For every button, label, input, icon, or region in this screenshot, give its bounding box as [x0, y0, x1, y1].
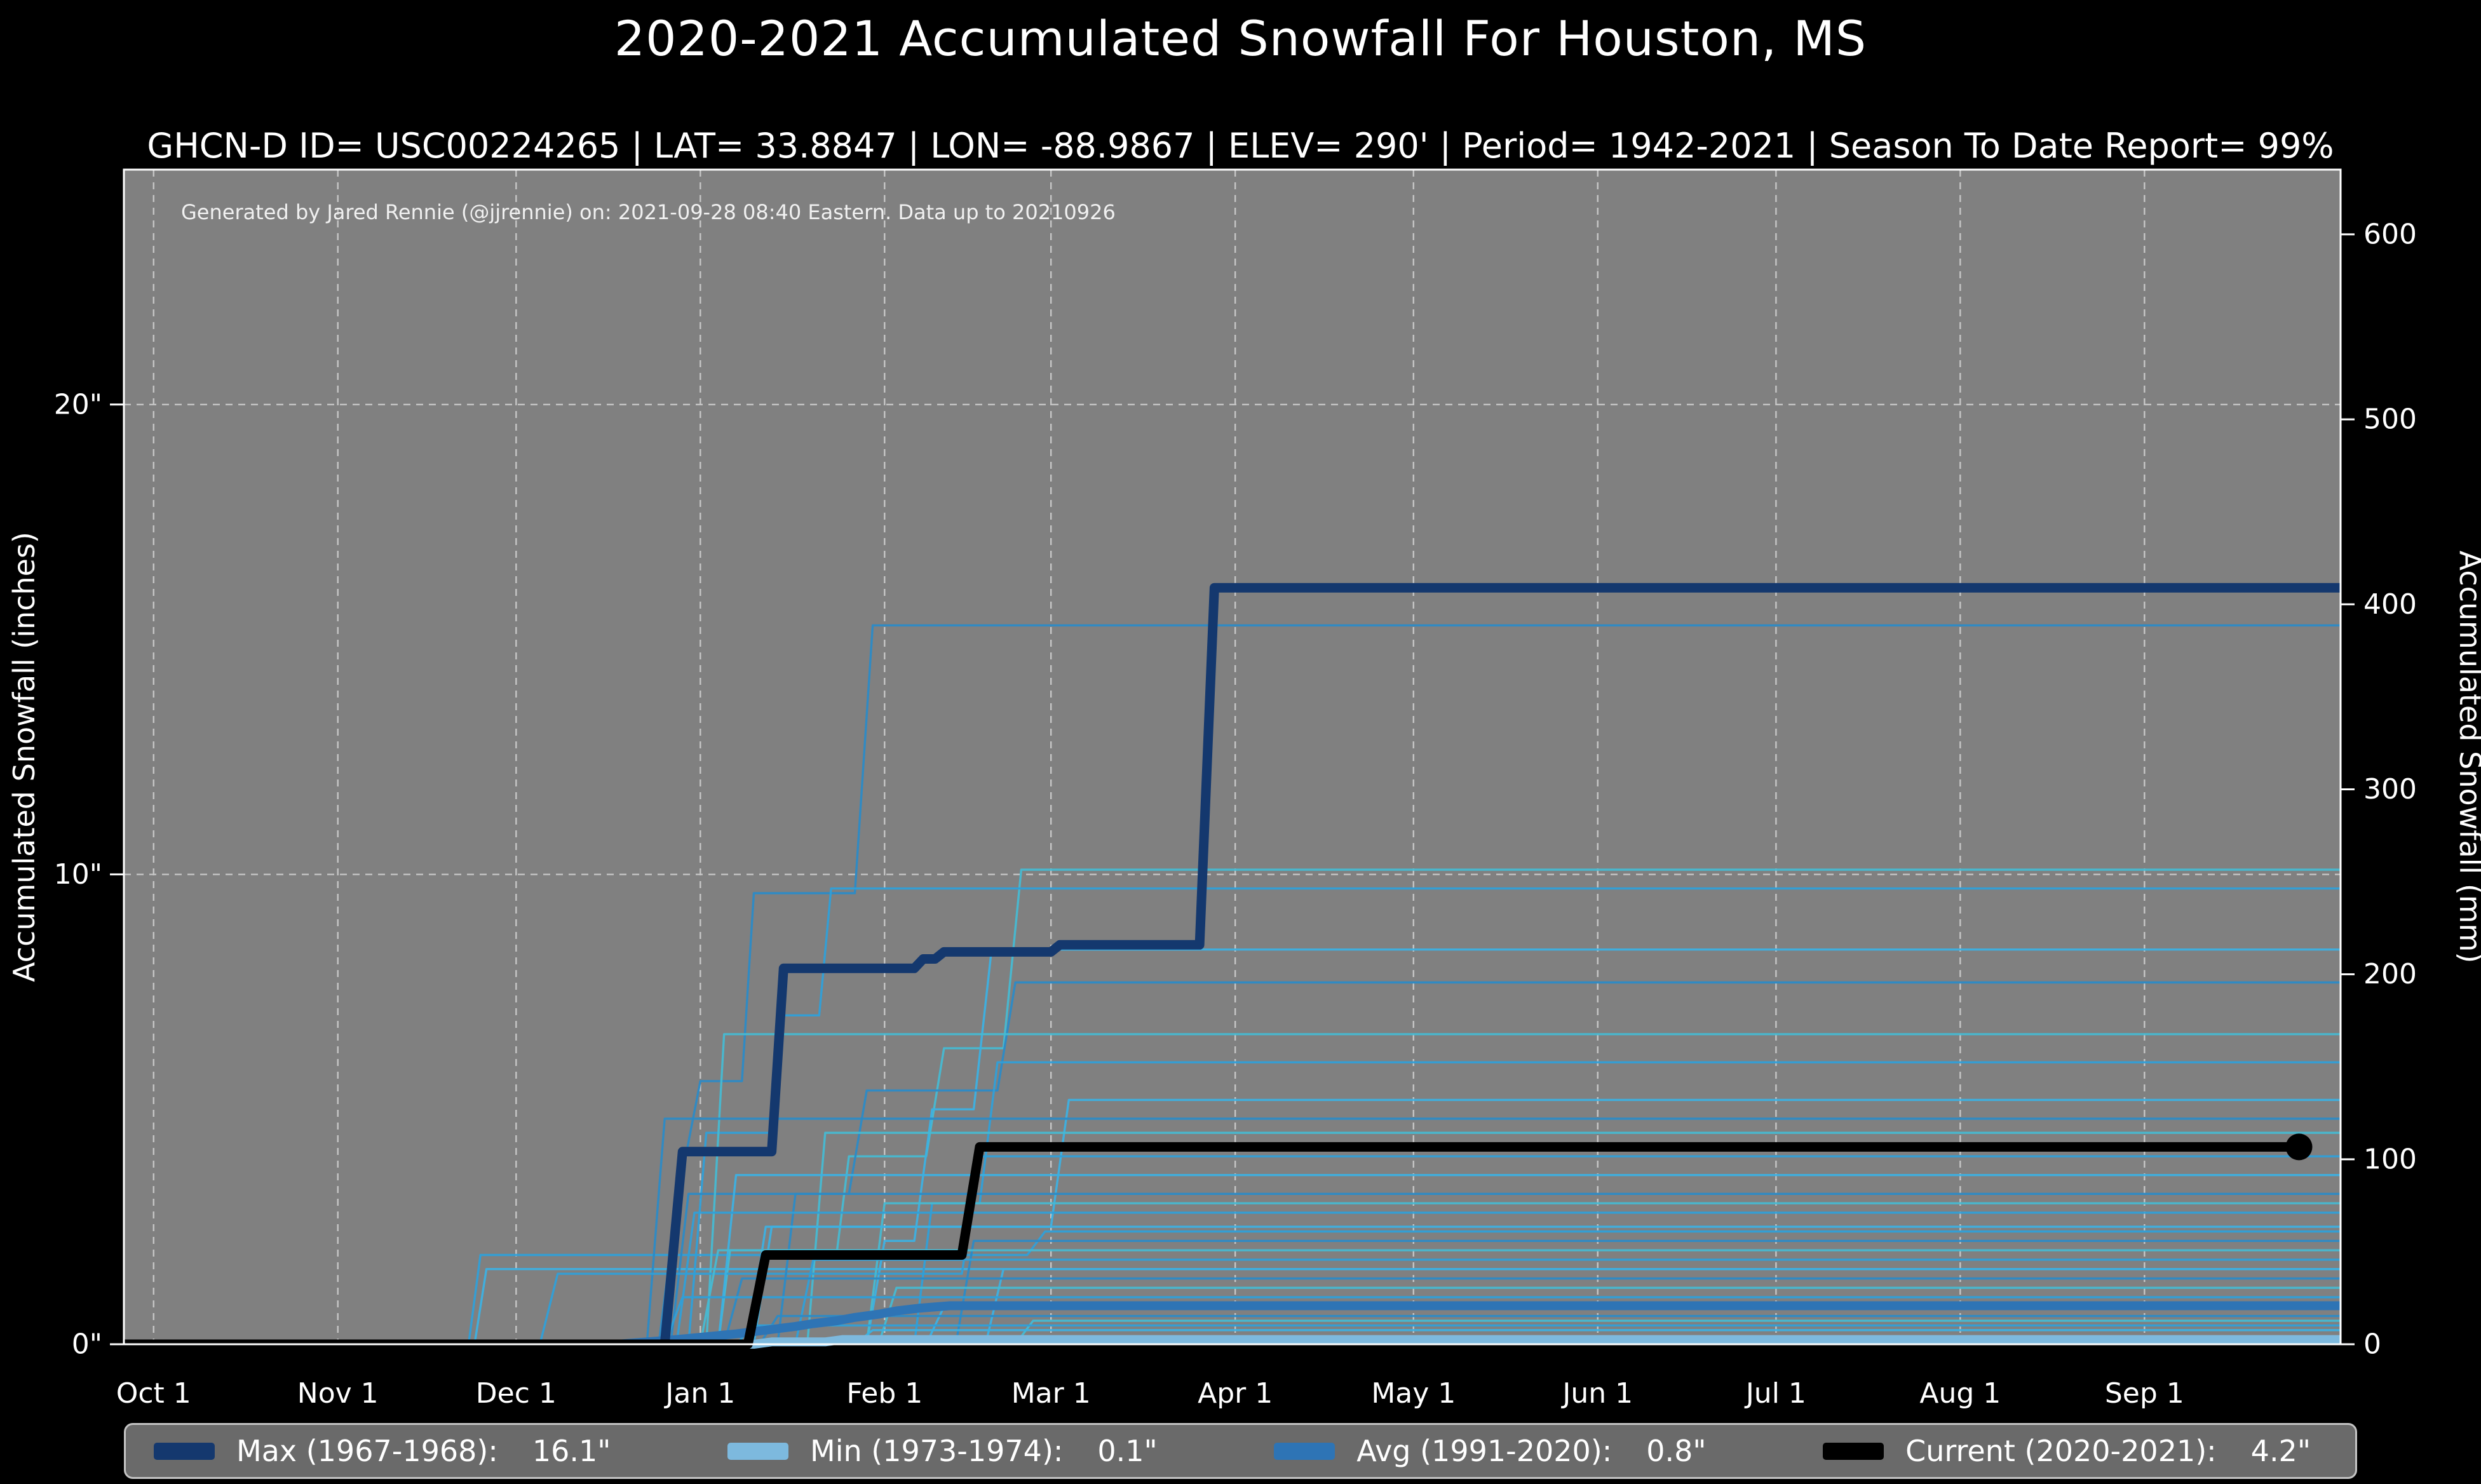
x-tick-label: Apr 1: [1198, 1377, 1273, 1410]
historical-season-line: [539, 1155, 2341, 1345]
historical-season-line: [984, 1268, 2341, 1345]
y-left-axis-title: Accumulated Snowfall (inches): [7, 532, 41, 982]
x-tick-label: Dec 1: [476, 1377, 557, 1410]
legend-value: 0.1": [1097, 1434, 1158, 1468]
chart-legend: Max (1967-1968): 16.1" Min (1973-1974): 0.1…: [124, 1423, 2357, 1479]
legend-entry-2: Avg (1991-2020): 0.8": [1274, 1434, 1707, 1468]
y-right-tick-label: 200: [2363, 958, 2417, 990]
legend-label: Avg (1991-2020):: [1356, 1434, 1612, 1468]
legend-swatch: [154, 1442, 215, 1460]
legend-label: Min (1973-1974):: [810, 1434, 1064, 1468]
historical-season-line: [723, 1277, 2341, 1345]
historical-season-line: [705, 1033, 2341, 1345]
x-tick-label: May 1: [1371, 1377, 1456, 1410]
x-tick-label: Jun 1: [1560, 1377, 1633, 1410]
x-tick-label: Aug 1: [1919, 1377, 2001, 1410]
legend-entry-3: Current (2020-2021): 4.2": [1823, 1434, 2311, 1468]
y-right-tick-label: 600: [2363, 218, 2417, 250]
historical-season-line: [467, 1230, 2341, 1345]
y-axis-right: 0 100 200 300 400 500 600 Accumulated Snowfall …: [2341, 218, 2481, 1361]
generated-by-annotation: Generated by Jared Rennie (@jjrennie) on…: [181, 200, 1116, 224]
series-max-line: [124, 583, 2341, 1349]
legend-value: 16.1": [532, 1434, 611, 1468]
legend-swatch: [1823, 1442, 1884, 1460]
historical-season-line: [699, 1249, 2341, 1345]
y-axis-left: 0" 10" 20" Accumulated Snowfall (inches): [7, 388, 124, 1361]
historical-season-line: [675, 1211, 2341, 1345]
x-tick-label: Mar 1: [1011, 1377, 1091, 1410]
y-right-axis-title: Accumulated Snowfall (mm): [2453, 551, 2481, 964]
chart-title: 2020-2021 Accumulated Snowfall For Houst…: [614, 10, 1867, 67]
legend-value: 4.2": [2250, 1434, 2311, 1468]
historical-season-line: [717, 1174, 2341, 1345]
legend-label: Max (1967-1968):: [236, 1434, 498, 1468]
y-right-tick-label: 400: [2363, 588, 2417, 621]
chart-subtitle: GHCN-D ID= USC00224265 | LAT= 33.8847 | …: [147, 126, 2334, 166]
legend-label: Current (2020-2021):: [1905, 1434, 2217, 1468]
legend-entry-0: Max (1967-1968): 16.1": [154, 1434, 611, 1468]
y-right-tick-label: 100: [2363, 1143, 2417, 1175]
legend-entry-1: Min (1973-1974): 0.1": [727, 1434, 1158, 1468]
legend-value: 0.8": [1646, 1434, 1707, 1468]
historical-season-line: [646, 1117, 2341, 1345]
plot-area: [124, 170, 2341, 1344]
historical-season-line: [759, 1314, 2341, 1345]
x-tick-label: Oct 1: [116, 1377, 191, 1410]
x-tick-label: Nov 1: [297, 1377, 379, 1410]
y-right-tick-label: 500: [2363, 403, 2417, 436]
y-left-tick-label: 10": [54, 858, 102, 891]
x-tick-label: Jul 1: [1744, 1377, 1806, 1410]
x-tick-label: Feb 1: [846, 1377, 923, 1410]
plot-border: [123, 168, 2342, 1346]
legend-swatch: [727, 1442, 789, 1460]
series-current-end-marker: [2285, 1133, 2313, 1161]
x-tick-label: Sep 1: [2105, 1377, 2184, 1410]
historical-season-line: [776, 1192, 2341, 1345]
x-tick-label: Jan 1: [663, 1377, 735, 1410]
y-right-tick-label: 300: [2363, 773, 2417, 806]
x-axis: Oct 1 Nov 1 Dec 1 Jan 1 Feb 1 Mar 1 Apr 1 May 1…: [116, 1377, 2184, 1410]
y-left-tick-label: 0": [72, 1328, 102, 1361]
historical-season-line: [669, 981, 2341, 1345]
legend-swatch: [1274, 1442, 1335, 1460]
y-right-tick-label: 0: [2363, 1328, 2381, 1361]
y-left-tick-label: 20": [54, 388, 102, 421]
